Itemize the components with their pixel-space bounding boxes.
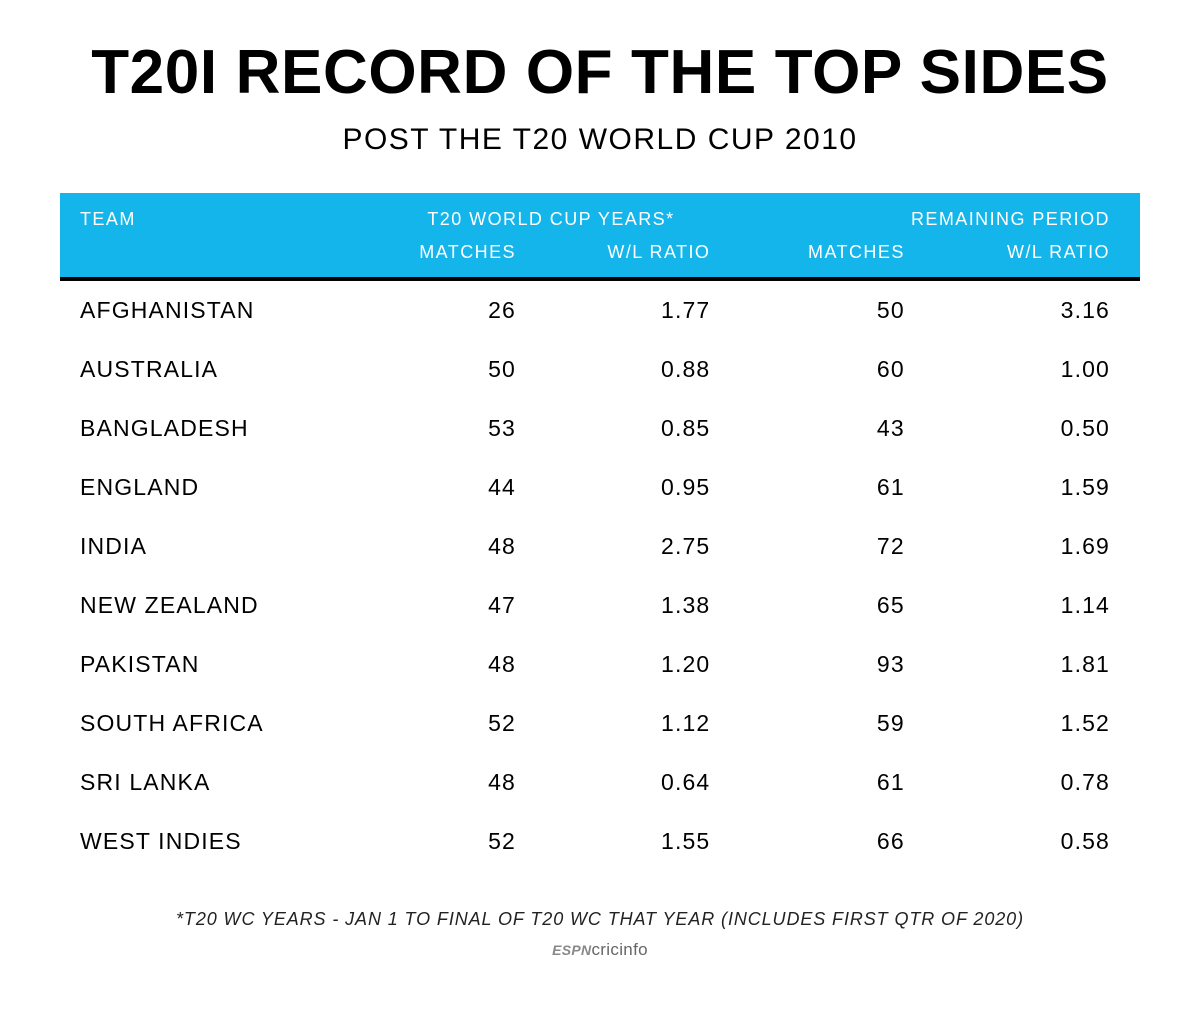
wc-wl: 1.77 [546, 279, 740, 340]
rem-wl: 0.78 [935, 753, 1140, 812]
table-row: NEW ZEALAND471.38651.14 [60, 576, 1140, 635]
col-group1-header: T20 WORLD CUP YEARS* [352, 193, 741, 236]
col-rem-wl: W/L RATIO [935, 236, 1140, 279]
team-name: SRI LANKA [60, 753, 352, 812]
wc-matches: 44 [352, 458, 546, 517]
record-table: TEAM T20 WORLD CUP YEARS* REMAINING PERI… [60, 193, 1140, 871]
rem-wl: 1.00 [935, 340, 1140, 399]
wc-matches: 48 [352, 517, 546, 576]
team-name: AUSTRALIA [60, 340, 352, 399]
col-wc-wl: W/L RATIO [546, 236, 740, 279]
rem-matches: 43 [740, 399, 934, 458]
rem-matches: 50 [740, 279, 934, 340]
wc-wl: 1.55 [546, 812, 740, 871]
wc-wl: 0.88 [546, 340, 740, 399]
wc-wl: 1.12 [546, 694, 740, 753]
table-row: SOUTH AFRICA521.12591.52 [60, 694, 1140, 753]
wc-wl: 1.20 [546, 635, 740, 694]
rem-wl: 1.69 [935, 517, 1140, 576]
rem-wl: 1.59 [935, 458, 1140, 517]
table-row: SRI LANKA480.64610.78 [60, 753, 1140, 812]
footnote: *T20 WC YEARS - JAN 1 TO FINAL OF T20 WC… [60, 909, 1140, 930]
team-name: ENGLAND [60, 458, 352, 517]
col-group2-header: REMAINING PERIOD [740, 193, 1140, 236]
rem-matches: 65 [740, 576, 934, 635]
wc-matches: 26 [352, 279, 546, 340]
wc-matches: 48 [352, 635, 546, 694]
rem-matches: 72 [740, 517, 934, 576]
wc-wl: 1.38 [546, 576, 740, 635]
rem-wl: 1.14 [935, 576, 1140, 635]
main-title: T20I RECORD OF THE TOP SIDES [60, 40, 1140, 105]
source-logo: ESPNcricinfo [60, 940, 1140, 960]
table-row: AFGHANISTAN261.77503.16 [60, 279, 1140, 340]
rem-wl: 3.16 [935, 279, 1140, 340]
wc-wl: 0.64 [546, 753, 740, 812]
table-row: WEST INDIES521.55660.58 [60, 812, 1140, 871]
wc-matches: 52 [352, 812, 546, 871]
col-rem-matches: MATCHES [740, 236, 934, 279]
rem-matches: 60 [740, 340, 934, 399]
wc-matches: 50 [352, 340, 546, 399]
wc-wl: 0.95 [546, 458, 740, 517]
rem-matches: 59 [740, 694, 934, 753]
wc-wl: 2.75 [546, 517, 740, 576]
wc-matches: 48 [352, 753, 546, 812]
team-name: NEW ZEALAND [60, 576, 352, 635]
col-wc-matches: MATCHES [352, 236, 546, 279]
rem-matches: 61 [740, 458, 934, 517]
logo-brand1: ESPN [552, 942, 591, 958]
wc-matches: 52 [352, 694, 546, 753]
table-row: ENGLAND440.95611.59 [60, 458, 1140, 517]
table-row: BANGLADESH530.85430.50 [60, 399, 1140, 458]
table-row: INDIA482.75721.69 [60, 517, 1140, 576]
rem-wl: 0.50 [935, 399, 1140, 458]
rem-matches: 66 [740, 812, 934, 871]
team-name: WEST INDIES [60, 812, 352, 871]
col-empty [60, 236, 352, 279]
rem-wl: 1.52 [935, 694, 1140, 753]
rem-matches: 61 [740, 753, 934, 812]
wc-matches: 47 [352, 576, 546, 635]
rem-wl: 0.58 [935, 812, 1140, 871]
rem-matches: 93 [740, 635, 934, 694]
wc-wl: 0.85 [546, 399, 740, 458]
rem-wl: 1.81 [935, 635, 1140, 694]
team-name: BANGLADESH [60, 399, 352, 458]
wc-matches: 53 [352, 399, 546, 458]
col-team-header: TEAM [60, 193, 352, 236]
team-name: INDIA [60, 517, 352, 576]
subtitle: POST THE T20 WORLD CUP 2010 [60, 123, 1140, 157]
logo-brand2: cricinfo [591, 940, 647, 959]
table-row: AUSTRALIA500.88601.00 [60, 340, 1140, 399]
table-row: PAKISTAN481.20931.81 [60, 635, 1140, 694]
team-name: AFGHANISTAN [60, 279, 352, 340]
team-name: SOUTH AFRICA [60, 694, 352, 753]
team-name: PAKISTAN [60, 635, 352, 694]
